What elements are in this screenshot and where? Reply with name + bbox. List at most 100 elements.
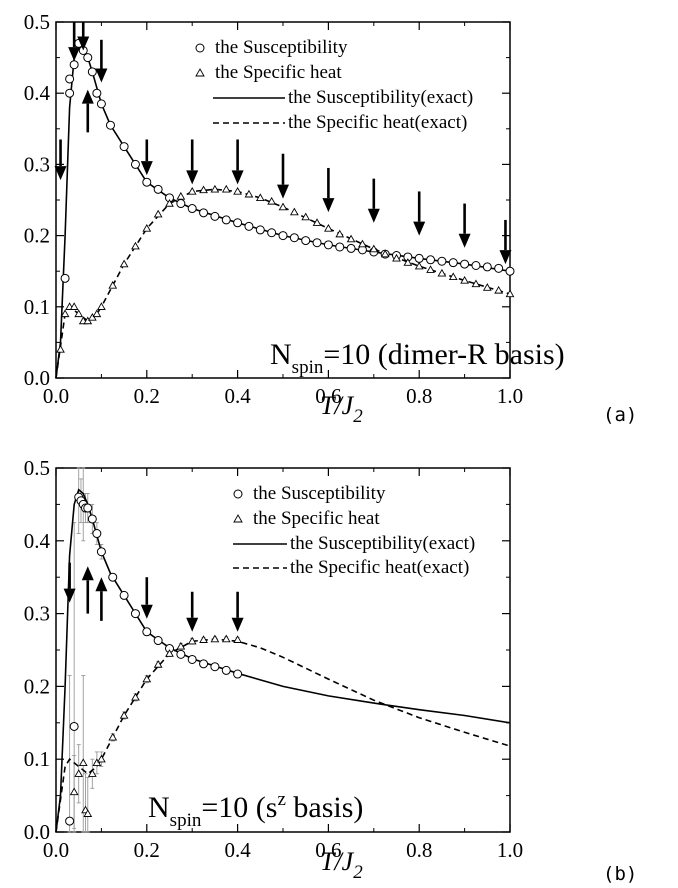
susceptibility-point xyxy=(278,231,288,241)
susceptibility-point xyxy=(92,529,102,539)
legend-label: the Susceptibility(exact) xyxy=(288,87,473,108)
y-tick-label: 0.2 xyxy=(24,674,50,698)
specific-heat-point xyxy=(187,636,197,645)
susceptibility-point xyxy=(199,659,209,669)
legend-triangle-marker xyxy=(233,514,243,523)
x-tick-label: 0.8 xyxy=(406,838,432,862)
down-arrow xyxy=(77,22,90,51)
susceptibility-point xyxy=(482,262,492,272)
specific-heat-point xyxy=(358,239,367,248)
specific-heat-point xyxy=(108,280,118,289)
specific-heat-point xyxy=(233,635,242,643)
up-arrow xyxy=(81,89,94,133)
legend-label: the Susceptibility xyxy=(253,483,386,504)
susceptibility-point xyxy=(471,261,481,271)
down-arrow xyxy=(95,39,108,83)
specific-heat-point xyxy=(414,261,424,270)
specific-heat-point xyxy=(153,209,163,218)
arrow-head xyxy=(140,161,153,176)
down-arrow xyxy=(140,577,153,619)
legend-a: the Susceptibility the Specific heat the… xyxy=(195,37,473,133)
legend-label: the Susceptibility xyxy=(215,37,348,58)
arrow-head xyxy=(54,166,67,181)
specific-heat-point xyxy=(153,660,163,668)
specific-heat-point xyxy=(335,229,345,238)
arrow-head xyxy=(231,170,244,185)
susceptibility-point xyxy=(108,572,118,582)
annotation-sub: spin xyxy=(170,810,202,831)
up-arrow xyxy=(95,577,108,621)
susceptibility-point xyxy=(119,590,129,600)
specific-heat-point xyxy=(119,259,129,268)
y-tick-label: 0.3 xyxy=(24,602,50,626)
x-tick-label: 0.0 xyxy=(43,838,69,862)
annotation-main: N xyxy=(270,338,292,371)
series-markers-b xyxy=(65,492,243,826)
specific-heat-point xyxy=(505,289,515,298)
y-tick-label: 0.1 xyxy=(24,747,50,771)
susceptibility-point xyxy=(210,211,220,221)
down-arrow xyxy=(231,139,244,185)
down-arrow xyxy=(140,139,153,176)
susceptibility-point xyxy=(96,99,106,109)
x-axis-label-b: T/J2 xyxy=(320,847,363,883)
series-markers-a xyxy=(56,38,515,353)
susceptibility-exact-line xyxy=(55,488,511,833)
arrow-head xyxy=(68,47,81,62)
legend-label: the Specific heat xyxy=(215,62,342,83)
susceptibility-point xyxy=(414,253,424,263)
susceptibility-point xyxy=(267,228,277,238)
specific-heat-point xyxy=(199,185,208,194)
specific-heat-point xyxy=(187,186,197,195)
down-arrow xyxy=(231,591,244,632)
arrow-head xyxy=(277,184,289,199)
legend-circle-marker xyxy=(195,43,205,53)
susceptibility-point xyxy=(69,60,79,70)
down-arrow xyxy=(54,139,67,181)
susceptibility-point xyxy=(233,669,243,679)
specific-heat-point xyxy=(392,253,401,262)
legend-label: the Specific heat xyxy=(253,508,380,529)
susceptibility-point xyxy=(187,204,197,214)
annotation-a: Nspin=10 (dimer-R basis) xyxy=(270,338,565,378)
specific-heat-point xyxy=(448,272,458,281)
x-label-main: T/J xyxy=(320,847,355,876)
susceptibility-point xyxy=(142,177,152,187)
y-tick-label: 0.2 xyxy=(24,224,50,248)
susceptibility-point xyxy=(87,67,97,77)
susceptibility-point xyxy=(187,654,197,664)
down-arrow xyxy=(68,22,81,62)
arrow-head xyxy=(231,617,244,632)
annotation-b: Nspin=10 (sz basis) xyxy=(148,789,363,831)
susceptibility-point xyxy=(221,665,231,675)
specific-heat-point xyxy=(108,732,118,741)
susceptibility-point xyxy=(87,514,97,524)
specific-heat-point xyxy=(78,758,88,766)
specific-heat-point xyxy=(221,634,231,643)
susceptibility-point xyxy=(312,238,322,248)
specific-heat-point xyxy=(210,184,220,193)
susceptibility-point xyxy=(244,221,254,231)
specific-heat-point xyxy=(74,309,84,318)
x-label-sub: 2 xyxy=(353,406,363,427)
specific-heat-point xyxy=(369,244,379,253)
annotation-sub: spin xyxy=(292,357,324,378)
down-arrow xyxy=(499,219,512,265)
specific-heat-point xyxy=(426,265,435,273)
arrow-head xyxy=(95,68,108,83)
arrow-head xyxy=(186,617,199,632)
specific-heat-point xyxy=(312,218,322,226)
x-tick-label: 0.6 xyxy=(315,838,341,862)
susceptibility-point xyxy=(221,215,231,225)
x-axis-label-a: T/J2 xyxy=(320,391,363,427)
legend-label: the Specific heat(exact) xyxy=(290,557,469,578)
specific-heat-point xyxy=(324,223,333,232)
down-arrow xyxy=(277,153,289,199)
annotation-rest: =10 (s xyxy=(201,791,277,824)
specific-heat-point xyxy=(165,649,174,657)
specific-heat-point xyxy=(176,191,186,200)
susceptibility-point xyxy=(153,636,163,646)
susceptibility-point xyxy=(65,816,75,826)
specific-heat-point xyxy=(74,769,84,777)
susceptibility-point xyxy=(153,184,163,194)
